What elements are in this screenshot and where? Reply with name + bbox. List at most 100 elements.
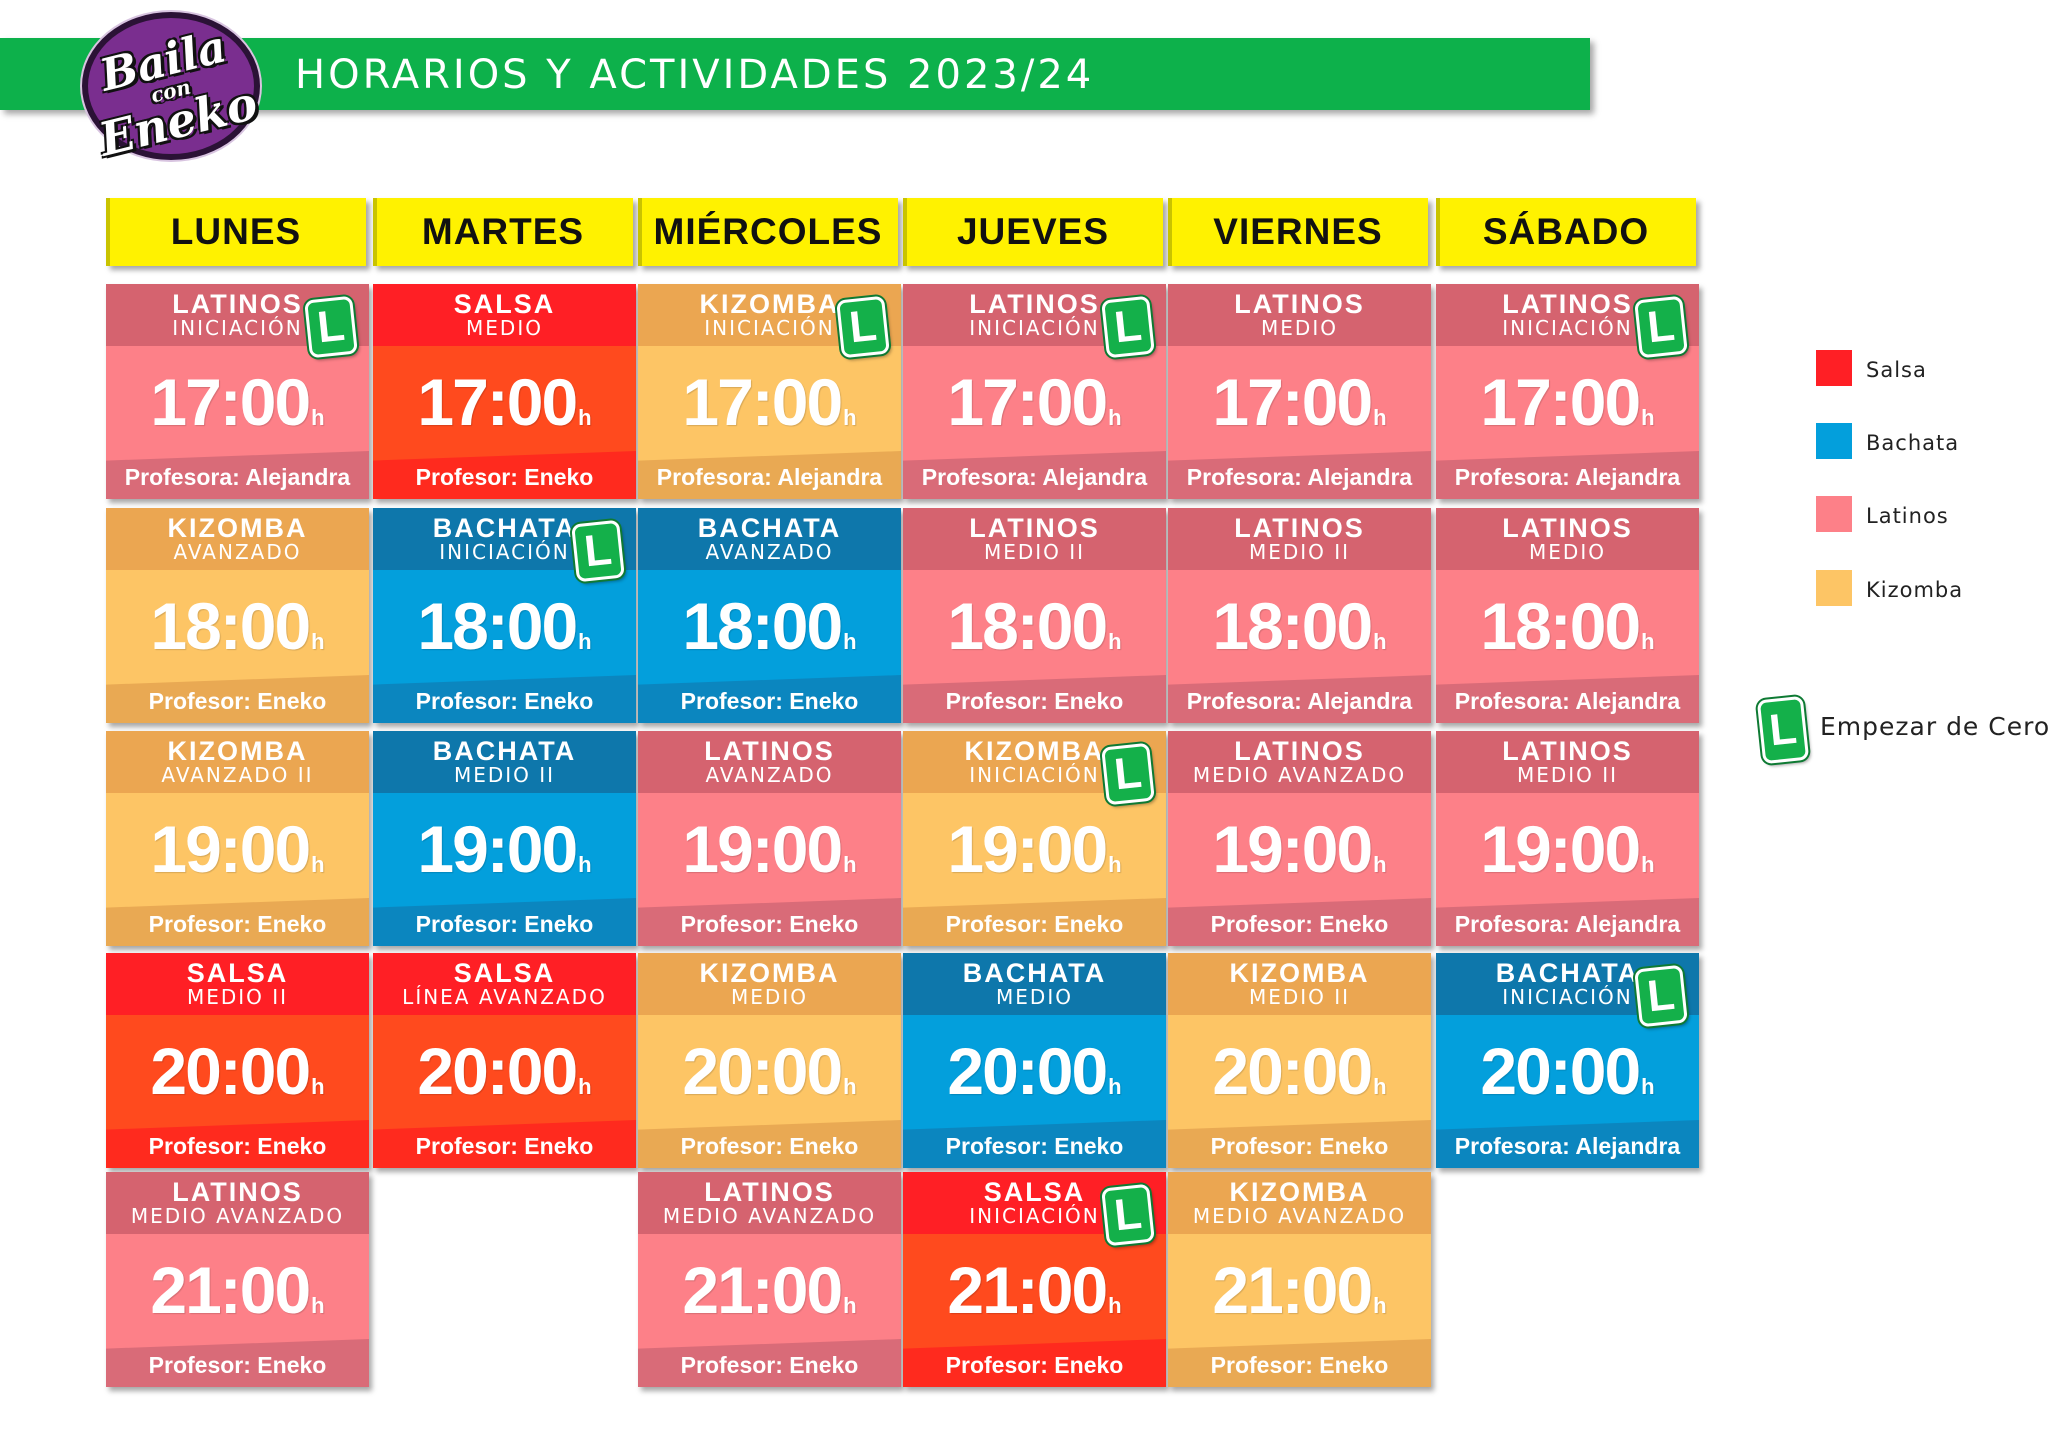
class-teacher: Profesora: Alejandra [124,464,351,490]
legend-swatch [1816,496,1852,532]
hour-suffix: h [311,629,325,654]
class-name: BACHATA [962,958,1107,988]
class-level: AVANZADO [705,763,834,787]
class-card: LATINOS INICIACIÓN 17:00h Profesora: Alejan… [106,284,369,499]
class-name: LATINOS [1502,289,1633,319]
class-time: 19:00h [903,811,1166,887]
class-time: 20:00h [638,1033,901,1109]
class-teacher: Profesor: Eneko [945,911,1124,937]
day-header-2: MARTES [373,198,633,266]
class-time: 20:00h [903,1033,1166,1109]
class-teacher: Profesor: Eneko [415,1133,594,1159]
class-time-value: 20:00 [417,1034,578,1108]
class-name: LATINOS [1502,736,1633,766]
class-time: 17:00h [903,364,1166,440]
class-name: BACHATA [432,736,577,766]
hour-suffix: h [1108,405,1122,430]
class-time: 21:00h [903,1252,1166,1328]
hour-suffix: h [1108,1293,1122,1318]
class-card-header: KIZOMBA AVANZADO [106,508,369,570]
class-card: KIZOMBA MEDIO II 20:00h Profesor: Eneko [1168,953,1431,1168]
class-card: SALSA LÍNEA AVANZADO 20:00h Profesor: Eneko [373,953,636,1168]
day-header-5: VIERNES [1168,198,1428,266]
class-time-value: 18:00 [682,589,843,663]
hour-suffix: h [843,1074,857,1099]
class-time-value: 18:00 [1480,589,1641,663]
class-teacher: Profesor: Eneko [945,1352,1124,1378]
class-teacher: Profesor: Eneko [680,911,859,937]
beginner-l-icon: L [1101,295,1155,359]
class-card: LATINOS MEDIO AVANZADO 19:00h Profesor: Ene… [1168,731,1431,946]
class-time: 21:00h [638,1252,901,1328]
class-card: KIZOMBA INICIACIÓN 17:00h Profesora: Alejan… [638,284,901,499]
class-name: LATINOS [969,289,1100,319]
class-card: LATINOS MEDIO 17:00h Profesora: Alejandra [1168,284,1431,499]
class-name: KIZOMBA [699,289,840,319]
class-name: SALSA [186,958,289,988]
class-time: 18:00h [903,588,1166,664]
hour-suffix: h [1641,852,1655,877]
class-card-header: SALSA MEDIO [373,284,636,346]
class-card: KIZOMBA MEDIO 20:00h Profesor: Eneko [638,953,901,1168]
class-time: 21:00h [106,1252,369,1328]
beginner-l-icon: L [571,519,625,583]
class-card-header: LATINOS MEDIO II [1168,508,1431,570]
class-level: MEDIO [1529,540,1606,564]
hour-suffix: h [843,852,857,877]
legend-badge-icon: L [1756,695,1810,765]
class-card-header: LATINOS MEDIO AVANZADO [106,1172,369,1234]
class-time: 18:00h [1168,588,1431,664]
hour-suffix: h [1373,629,1387,654]
class-teacher: Profesor: Eneko [148,1133,327,1159]
class-card-header: LATINOS MEDIO II [903,508,1166,570]
hour-suffix: h [1373,405,1387,430]
class-time: 18:00h [106,588,369,664]
class-card-header: LATINOS MEDIO [1436,508,1699,570]
page-title: HORARIOS Y ACTIVIDADES 2023/24 [295,52,1095,98]
class-teacher: Profesora: Alejandra [1454,688,1681,714]
class-level: INICIACIÓN [439,540,570,564]
class-card-footer [373,451,636,499]
class-card: KIZOMBA MEDIO AVANZADO 21:00h Profesor: Ene… [1168,1172,1431,1387]
class-card-footer [1168,675,1431,723]
class-time-value: 20:00 [1480,1034,1641,1108]
class-card-header: KIZOMBA MEDIO [638,953,901,1015]
legend-label: Kizomba [1866,578,1964,602]
class-card: KIZOMBA INICIACIÓN 19:00h Profesor: Eneko L [903,731,1166,946]
class-teacher: Profesor: Eneko [680,1352,859,1378]
class-time-value: 18:00 [150,589,311,663]
class-card-header: LATINOS AVANZADO [638,731,901,793]
class-card-footer [1436,898,1699,946]
class-time-value: 20:00 [947,1034,1108,1108]
class-time-value: 17:00 [1212,365,1373,439]
class-level: MEDIO II [453,763,556,787]
class-teacher: Profesor: Eneko [415,464,594,490]
class-card-header: BACHATA AVANZADO [638,508,901,570]
class-card-header: SALSA LÍNEA AVANZADO [373,953,636,1015]
class-time-value: 17:00 [417,365,578,439]
beginner-l-icon: L [1101,742,1155,806]
class-card-header: BACHATA INICIACIÓN [373,508,636,570]
class-time-value: 19:00 [417,812,578,886]
class-card-footer [373,1120,636,1168]
class-level: MEDIO II [1516,763,1619,787]
hour-suffix: h [1641,1074,1655,1099]
class-card: SALSA INICIACIÓN 21:00h Profesor: Eneko L [903,1172,1166,1387]
class-level: AVANZADO [705,540,834,564]
class-time-value: 19:00 [947,812,1108,886]
class-name: LATINOS [969,513,1100,543]
class-level: INICIACIÓN [969,316,1100,340]
class-teacher: Profesor: Eneko [680,1133,859,1159]
class-name: LATINOS [1502,513,1633,543]
class-level: MEDIO II [186,985,289,1009]
class-card: SALSA MEDIO 17:00h Profesor: Eneko [373,284,636,499]
class-time-value: 18:00 [947,589,1108,663]
beginner-l-icon: L [836,295,890,359]
class-time: 18:00h [373,588,636,664]
class-card: LATINOS MEDIO AVANZADO 21:00h Profesor: Ene… [638,1172,901,1387]
class-card-header: BACHATA MEDIO [903,953,1166,1015]
class-name: LATINOS [1234,289,1365,319]
class-teacher: Profesor: Eneko [148,911,327,937]
class-card: LATINOS MEDIO 18:00h Profesora: Alejandra [1436,508,1699,723]
class-card: KIZOMBA AVANZADO II 19:00h Profesor: Eneko [106,731,369,946]
